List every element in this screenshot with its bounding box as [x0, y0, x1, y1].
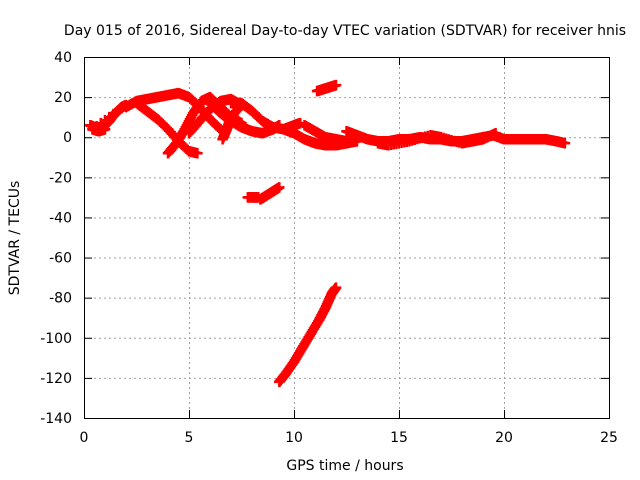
x-tick-label: 5	[185, 430, 194, 446]
data-point	[213, 122, 225, 134]
series-spike-upper	[311, 79, 342, 97]
x-tick-label: 10	[285, 430, 303, 446]
grid	[84, 57, 609, 418]
data-points	[85, 79, 571, 388]
y-tick-label: -20	[49, 170, 72, 186]
x-tick-label: 0	[80, 430, 89, 446]
y-tick-label: -120	[40, 371, 72, 387]
y-tick-label: -60	[49, 251, 72, 267]
data-point	[330, 282, 342, 293]
y-tick-label: -80	[49, 291, 72, 307]
chart-title: Day 015 of 2016, Sidereal Day-to-day VTE…	[64, 23, 626, 39]
data-point	[559, 137, 571, 149]
y-tick-label: -100	[40, 331, 72, 347]
data-point	[192, 148, 203, 159]
data-point	[341, 135, 352, 147]
x-tick-label: 20	[495, 430, 513, 446]
y-tick-label: 20	[54, 90, 72, 106]
data-point	[490, 127, 501, 139]
data-point	[330, 79, 342, 91]
series-drop-line	[274, 282, 342, 388]
data-point	[217, 133, 228, 145]
y-tick-label: 0	[63, 130, 72, 146]
plot-frame	[84, 57, 610, 419]
y-tick-label: -140	[40, 411, 72, 427]
data-point	[274, 182, 285, 193]
data-point	[99, 123, 111, 135]
y-axis: -140 -120 -100 -80 -60 -40 -20 0 20 40	[40, 50, 609, 427]
series-late-bumps	[372, 127, 501, 151]
series-short-neg-2	[255, 182, 285, 205]
y-axis-label: SDTVAR / TECUs	[7, 181, 23, 296]
y-tick-label: 40	[54, 50, 72, 66]
x-tick-label: 25	[600, 430, 618, 446]
series-mid-upper	[299, 119, 352, 147]
x-tick-label: 15	[390, 430, 408, 446]
y-tick-label: -40	[49, 210, 72, 226]
x-axis: 0 5 10 15 20 25	[80, 57, 618, 446]
x-axis-label: GPS time / hours	[286, 458, 403, 474]
